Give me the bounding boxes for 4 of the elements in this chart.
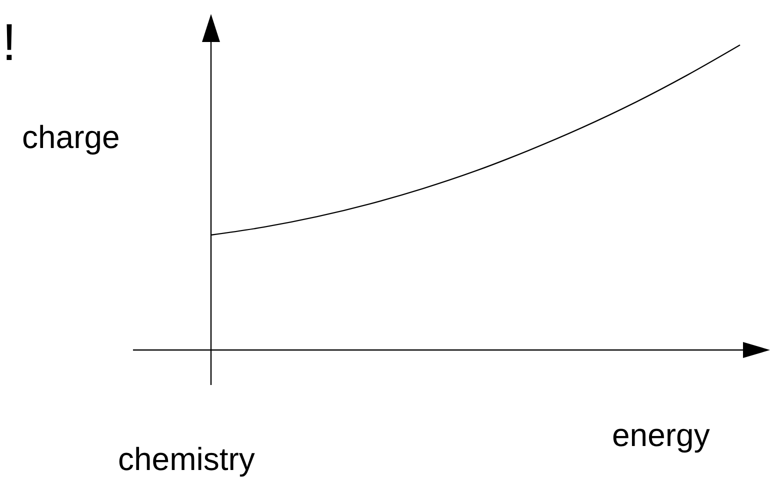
x-axis-title: energy bbox=[612, 417, 710, 453]
y-axis-title: charge bbox=[22, 119, 120, 155]
text: chemistry bbox=[118, 441, 255, 477]
text: ! bbox=[2, 14, 16, 72]
